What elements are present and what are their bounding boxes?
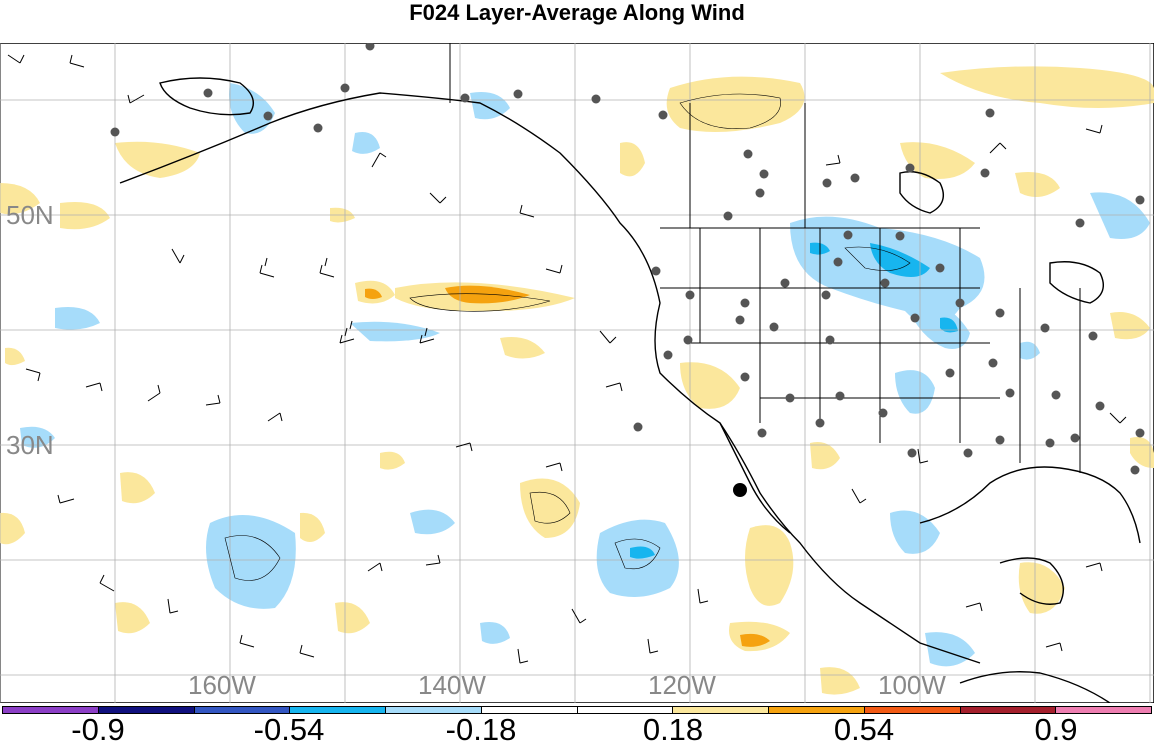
colorbar-segment [3, 707, 98, 713]
map-canvas [0, 43, 1154, 703]
colorbar-label: 0.54 [833, 712, 895, 747]
lat-label-50n: 50N [6, 200, 54, 230]
color-scale-bar [2, 706, 1152, 714]
lon-label-160w: 160W [188, 670, 256, 700]
station-dots [110, 43, 1145, 475]
lon-label-120w: 120W [648, 670, 716, 700]
colorbar-segment [193, 707, 290, 713]
colorbar-segment [1055, 707, 1151, 713]
state-borders [449, 43, 1081, 473]
colorbar-segment [289, 707, 385, 713]
station-marker-large [733, 483, 747, 497]
wind-barbs [7, 54, 1127, 664]
colorbar-segment [768, 707, 864, 713]
map-border [0, 43, 1154, 703]
colorbar-segment [97, 707, 194, 713]
lon-label-140w: 140W [418, 670, 486, 700]
contour-lines [224, 93, 911, 581]
map-title: F024 Layer-Average Along Wind [409, 0, 745, 25]
colorbar-segment [385, 707, 481, 713]
colorbar-label: -0.54 [253, 712, 325, 747]
colorbar-segment [576, 707, 673, 713]
colorbar-segment [480, 707, 577, 713]
coastlines-and-borders [119, 77, 1141, 703]
colorbar-label: -0.18 [445, 712, 517, 747]
colorbar-label: 0.9 [1034, 712, 1078, 747]
colorbar-segment [672, 707, 768, 713]
strong-positive-areas [365, 285, 770, 647]
colorbar-segment [863, 707, 960, 713]
colorbar-segment [959, 707, 1056, 713]
colorbar-label: 0.18 [642, 712, 704, 747]
colorbar-label: -0.9 [71, 712, 125, 747]
lon-label-100w: 100W [878, 670, 946, 700]
negative-anomaly-areas [20, 83, 1150, 667]
strong-negative-areas [630, 242, 958, 559]
lat-label-30n: 30N [6, 430, 54, 460]
